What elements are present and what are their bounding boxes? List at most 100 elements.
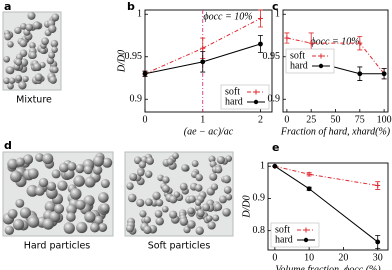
- particle: [46, 56, 55, 65]
- particle: [172, 152, 179, 160]
- x-tick-label: 75: [355, 114, 365, 125]
- particle: [3, 77, 10, 85]
- marker: [375, 239, 381, 245]
- particle: [166, 158, 174, 166]
- particle: [202, 203, 211, 212]
- particle: [223, 186, 232, 194]
- particle: [51, 66, 59, 74]
- particle: [152, 191, 161, 200]
- particle: [15, 74, 23, 82]
- particle: [154, 209, 163, 218]
- particle: [15, 58, 23, 66]
- particle: [179, 182, 188, 191]
- particle: [9, 77, 16, 84]
- particle-image: [2, 11, 62, 91]
- particle: [143, 216, 151, 224]
- y-axis-label: D/D0: [116, 50, 127, 73]
- marker: [200, 59, 206, 65]
- particle: [19, 207, 31, 219]
- legend-label: hard: [290, 60, 308, 71]
- y-tick-label: 0.9: [130, 94, 143, 105]
- particle: [102, 157, 113, 168]
- particle: [15, 198, 25, 208]
- particle: [169, 195, 178, 204]
- particle: [38, 177, 49, 188]
- particle: [225, 193, 233, 201]
- annotation: ϕocc = 10%: [310, 36, 359, 47]
- particle: [212, 214, 220, 222]
- particle: [7, 82, 14, 90]
- particle: [99, 203, 110, 213]
- x-tick-label: 0: [143, 114, 148, 125]
- particle: [7, 208, 18, 219]
- particle: [162, 176, 170, 184]
- particle: [51, 169, 61, 179]
- particle: [48, 24, 57, 34]
- particle: [214, 202, 223, 211]
- particle: [25, 23, 34, 32]
- particle: [93, 215, 104, 226]
- marker: [375, 183, 381, 189]
- marker: [306, 171, 312, 177]
- particle: [57, 180, 68, 191]
- particle: [46, 181, 57, 191]
- panel-label: d: [4, 139, 12, 152]
- particle: [54, 203, 65, 214]
- y-tick-label: 0.8: [253, 225, 266, 236]
- particle: [139, 210, 147, 218]
- particle: [27, 11, 36, 20]
- particle: [216, 155, 225, 165]
- particle: [22, 154, 34, 165]
- y-tick-label: 1: [137, 9, 142, 20]
- particle: [210, 183, 219, 191]
- particle: [84, 211, 96, 223]
- x-tick-label: 25: [306, 114, 316, 125]
- marker: [272, 163, 278, 169]
- particle: [219, 195, 227, 204]
- series-line: [274, 165, 378, 187]
- particle: [191, 160, 199, 168]
- particle: [4, 33, 12, 41]
- particle: [136, 198, 145, 208]
- particle-image: [124, 151, 234, 237]
- legend-box: [285, 48, 335, 74]
- marker: [257, 16, 263, 21]
- particle: [143, 225, 152, 235]
- particle: [12, 218, 25, 231]
- legend-marker: [318, 63, 324, 69]
- legend-marker: [318, 53, 324, 59]
- particle: [51, 13, 60, 22]
- particle: [51, 46, 58, 53]
- particle: [34, 186, 45, 196]
- particle: [169, 210, 178, 219]
- particle: [92, 155, 104, 167]
- x-tick-label: 50: [331, 114, 341, 125]
- particle: [48, 51, 56, 59]
- marker: [381, 71, 387, 77]
- particle: [15, 157, 25, 167]
- x-tick-label: 0: [272, 252, 277, 263]
- particle: [155, 199, 164, 207]
- panel-label: a: [4, 0, 11, 13]
- marker: [308, 40, 314, 46]
- particle: [222, 207, 231, 217]
- legend-label: soft: [275, 224, 290, 235]
- marker: [258, 41, 263, 47]
- x-tick-label: 30: [373, 252, 383, 263]
- particle: [92, 165, 103, 175]
- legend-marker: [253, 99, 259, 105]
- particle: [4, 225, 15, 236]
- particle: [42, 153, 54, 165]
- particle: [75, 199, 86, 210]
- particle: [7, 41, 14, 48]
- panel-label: e: [272, 141, 279, 154]
- particle: [50, 39, 59, 48]
- particle: [129, 172, 138, 181]
- legend-marker: [253, 89, 259, 95]
- particle: [207, 221, 216, 230]
- marker: [200, 45, 206, 51]
- legend-label: soft: [225, 86, 240, 97]
- particle: [69, 188, 82, 200]
- particle: [98, 222, 108, 232]
